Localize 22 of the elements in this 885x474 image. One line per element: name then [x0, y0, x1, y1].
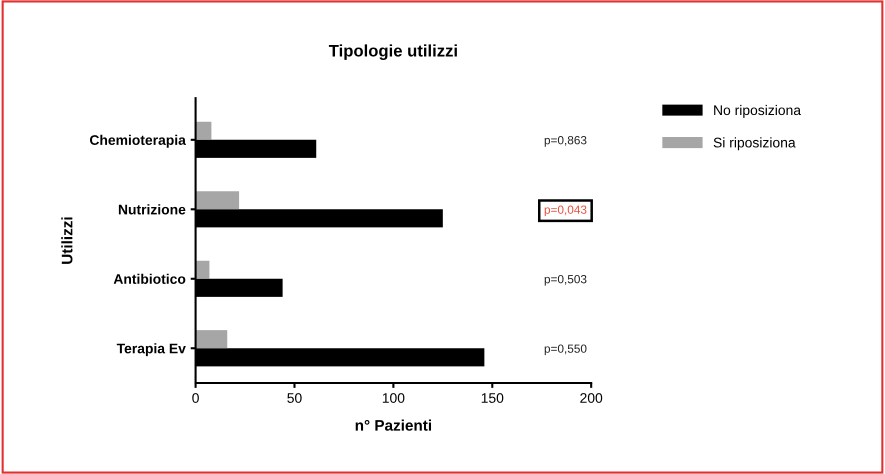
bar — [196, 260, 210, 279]
x-tick-label: 200 — [580, 393, 602, 403]
y-tick-label: Antibiotico — [114, 274, 186, 284]
y-tick-label: Chemioterapia — [90, 134, 186, 148]
x-tick-label: 50 — [287, 393, 302, 403]
x-tick-label: 100 — [382, 393, 404, 403]
y-tick-label: Nutrizione — [118, 204, 186, 214]
y-tick-label: Terapia Ev — [116, 343, 186, 356]
x-axis-title: n° Pazienti — [356, 420, 432, 431]
annotation: p=0,863 — [544, 136, 586, 147]
bar — [196, 191, 240, 210]
legend-label: Si riposiziona — [714, 137, 796, 150]
y-axis-title: Utilizzi — [61, 217, 72, 264]
x-tick-label: 0 — [192, 393, 199, 403]
chart-title: Tipologie utilizzi — [328, 44, 457, 60]
annotation: p=0,503 — [544, 274, 586, 286]
bar — [196, 330, 228, 348]
bar — [196, 122, 212, 140]
legend-label: No riposiziona — [714, 104, 802, 118]
annotation: p=0,550 — [544, 344, 587, 356]
x-tick-label: 150 — [482, 393, 504, 403]
annotation: p=0,043 — [544, 205, 586, 216]
